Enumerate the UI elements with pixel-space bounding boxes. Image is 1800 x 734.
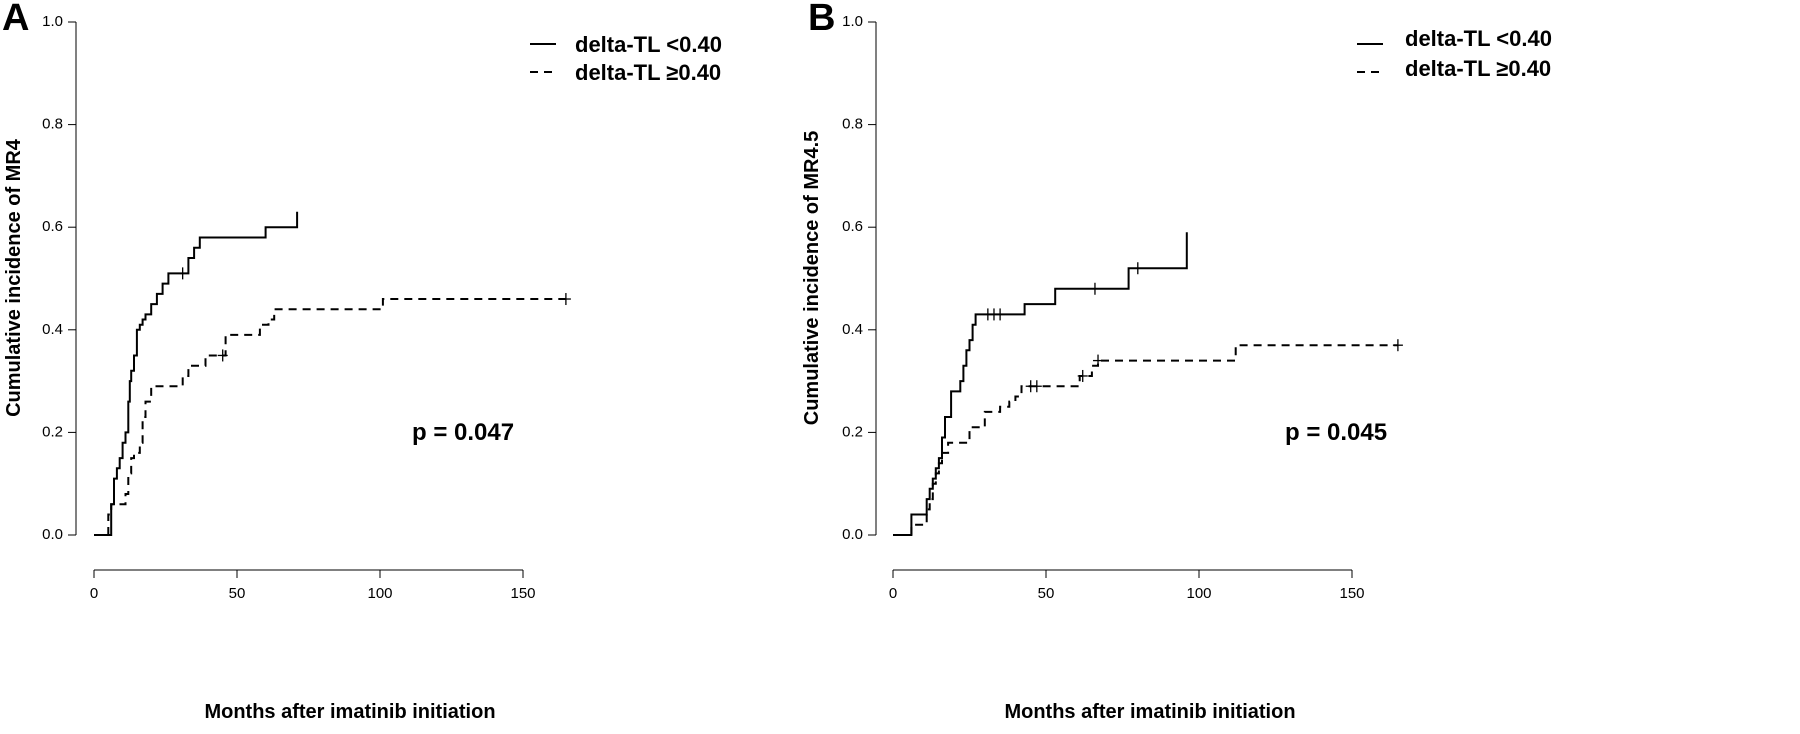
censor-mark [1089,282,1100,295]
y-tick-label: 0.8 [842,116,863,133]
censor-mark [995,308,1006,321]
panel-b-p-value: p = 0.045 [1285,419,1387,446]
panel-b-x-axis-title: Months after imatinib initiation [1004,701,1295,723]
y-tick-label: 0.6 [842,218,863,235]
censor-mark [1077,369,1088,382]
legend-label-low: delta-TL <0.40 [575,32,722,57]
panel-b-y-axis-title: Cumulative incidence of MR4.5 [801,131,823,426]
panel-a-plot-area [94,211,571,536]
y-tick-label: 0.8 [42,116,63,133]
panel-a-p-value: p = 0.047 [412,419,514,446]
y-tick-label: 0.0 [42,526,63,543]
legend-label-high: delta-TL ≥0.40 [1405,56,1551,81]
y-tick-label: 0.6 [42,218,63,235]
series-line-solid [94,211,299,536]
censor-mark [1392,339,1403,352]
x-tick-label: 150 [1339,585,1364,602]
x-tick-label: 150 [510,585,535,602]
panel-a: A 0.0 0.2 0.4 0.6 0.8 1.0 0 50 100 150 Cumulativ… [2,0,722,723]
panel-b-letter: B [808,0,835,39]
censor-mark [1031,380,1042,393]
panel-a-legend: delta-TL <0.40 delta-TL ≥0.40 [530,32,722,85]
y-tick-label: 0.2 [842,423,863,440]
panel-a-x-axis-title: Months after imatinib initiation [204,701,495,723]
legend-label-high: delta-TL ≥0.40 [575,60,721,85]
panel-a-y-axis: 0.0 0.2 0.4 0.6 0.8 1.0 [42,13,77,543]
y-tick-label: 0.2 [42,423,63,440]
censor-mark [177,267,188,280]
censor-mark [560,293,571,306]
panel-a-x-axis: 0 50 100 150 [90,569,536,602]
censor-mark [217,349,228,362]
panel-b-legend: delta-TL <0.40 delta-TL ≥0.40 [1357,26,1552,81]
panel-b-plot-area [893,232,1403,536]
series-line-solid [893,232,1188,536]
censor-mark [1093,354,1104,367]
x-tick-label: 50 [229,585,246,602]
legend-label-low: delta-TL <0.40 [1405,26,1552,51]
panel-a-letter: A [2,0,29,39]
series-line-dashed [910,344,1398,535]
x-tick-label: 50 [1038,585,1055,602]
x-tick-label: 0 [90,585,98,602]
y-tick-label: 1.0 [42,13,63,30]
y-tick-label: 0.4 [42,321,63,338]
y-tick-label: 1.0 [842,13,863,30]
y-tick-label: 0.4 [842,321,863,338]
x-tick-label: 100 [367,585,392,602]
panel-b-x-axis: 0 50 100 150 [889,569,1365,602]
censor-mark [1132,262,1143,275]
panel-b-y-axis: 0.0 0.2 0.4 0.6 0.8 1.0 [842,13,877,543]
series-line-dashed [107,298,566,535]
panel-b: B 0.0 0.2 0.4 0.6 0.8 1.0 0 50 100 150 Cumulativ… [801,0,1552,723]
y-tick-label: 0.0 [842,526,863,543]
x-tick-label: 0 [889,585,897,602]
panel-a-y-axis-title: Cumulative incidence of MR4 [3,138,25,417]
x-tick-label: 100 [1186,585,1211,602]
